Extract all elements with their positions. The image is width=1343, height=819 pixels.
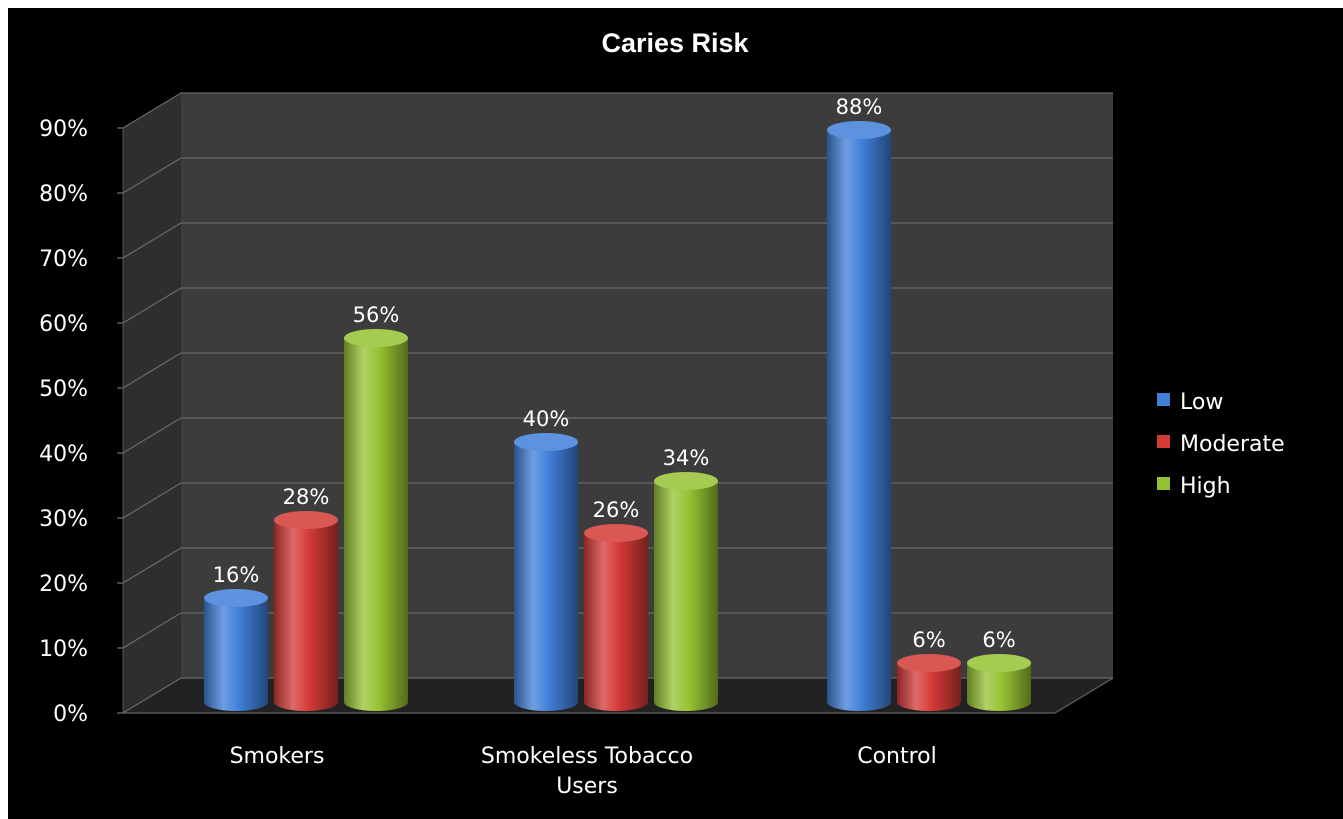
y-tick-label: 70% [39, 247, 88, 272]
data-label: 6% [982, 628, 1015, 652]
bar-top [514, 433, 578, 451]
bar-top [897, 654, 961, 672]
bar-body [204, 598, 268, 711]
y-tick-label: 50% [39, 377, 88, 402]
bar-low-2 [827, 121, 891, 711]
bar-body [514, 442, 578, 711]
bar-top [654, 472, 718, 490]
x-category-label: Smokeless Tobacco [481, 744, 693, 769]
gridline-side [122, 482, 182, 519]
gridline-side [122, 677, 182, 714]
y-tick-label: 80% [39, 182, 88, 207]
data-label: 16% [213, 563, 260, 587]
y-tick-label: 40% [39, 442, 88, 467]
data-label: 88% [836, 95, 883, 119]
legend: Low Moderate High [1157, 390, 1285, 499]
gridline-side [122, 612, 182, 649]
y-tick-label: 20% [39, 572, 88, 597]
x-axis: Smokers Smokeless Tobacco Users Control [230, 744, 937, 799]
chart-title: Caries Risk [601, 28, 749, 58]
bar-top [827, 121, 891, 139]
bar-top [274, 511, 338, 529]
y-tick-label: 10% [39, 637, 88, 662]
data-label: 26% [593, 498, 640, 522]
bar-body [827, 130, 891, 711]
chart-frame: Caries Risk 0% 10% 20% 30% 40% 50% 60% 70% 80% 90… [8, 8, 1343, 819]
legend-swatch-low [1157, 393, 1170, 406]
legend-label-moderate: Moderate [1180, 432, 1285, 457]
floor-edge-right [1054, 677, 1114, 714]
legend-label-high: High [1180, 474, 1231, 499]
gridline-side [122, 547, 182, 584]
bar-body [967, 663, 1031, 711]
gridline-side [122, 222, 182, 259]
bars [204, 121, 1031, 711]
bar-top [344, 329, 408, 347]
bar-top [584, 524, 648, 542]
bar-moderate-1 [584, 524, 648, 711]
bar-body [274, 520, 338, 711]
gridline-side [122, 352, 182, 389]
bar-low-1 [514, 433, 578, 711]
x-category-label: Control [857, 744, 937, 769]
legend-swatch-high [1157, 477, 1170, 490]
data-label: 34% [663, 446, 710, 470]
y-tick-label: 0% [53, 702, 88, 727]
bar-high-1 [654, 472, 718, 711]
bar-low-0 [204, 589, 268, 711]
x-category-label: Smokers [230, 744, 325, 769]
data-labels: 16% 28% 56% 40% 26% 34% 88% 6% 6% [213, 95, 1016, 652]
legend-swatch-moderate [1157, 435, 1170, 448]
bar-body [897, 663, 961, 711]
data-label: 6% [912, 628, 945, 652]
data-label: 28% [283, 485, 330, 509]
bar-top [967, 654, 1031, 672]
y-tick-label: 60% [39, 312, 88, 337]
gridline-side [122, 287, 182, 324]
bar-body [344, 338, 408, 711]
y-tick-label: 30% [39, 507, 88, 532]
bar-top [204, 589, 268, 607]
bar-body [654, 481, 718, 711]
bar-high-0 [344, 329, 408, 711]
gridline-side [122, 92, 182, 129]
y-tick-label: 90% [39, 117, 88, 142]
x-category-label: Users [556, 774, 618, 799]
bar-moderate-2 [897, 654, 961, 711]
caries-risk-chart: Caries Risk 0% 10% 20% 30% 40% 50% 60% 70% 80% 90… [39, 28, 1285, 799]
y-axis: 0% 10% 20% 30% 40% 50% 60% 70% 80% 90% [39, 117, 124, 727]
bar-body [584, 533, 648, 711]
bar-moderate-0 [274, 511, 338, 711]
data-label: 56% [353, 303, 400, 327]
legend-label-low: Low [1180, 390, 1223, 415]
gridline-side [122, 417, 182, 454]
data-label: 40% [523, 407, 570, 431]
gridline-side [122, 157, 182, 194]
bar-high-2 [967, 654, 1031, 711]
side-wall [123, 93, 181, 713]
